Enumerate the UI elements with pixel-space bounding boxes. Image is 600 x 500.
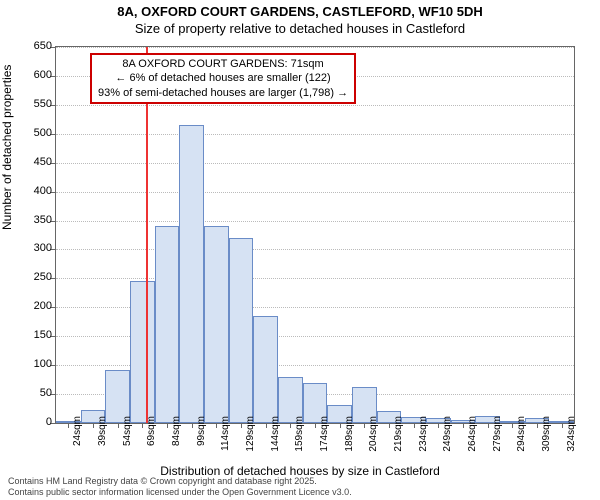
xtick-mark xyxy=(241,423,242,428)
histogram-bar xyxy=(179,125,204,423)
y-axis-label: Number of detached properties xyxy=(0,65,14,230)
xtick-label: 144sqm xyxy=(270,416,281,460)
histogram-bar xyxy=(229,238,254,423)
xtick-mark xyxy=(414,423,415,428)
xtick-label: 69sqm xyxy=(146,416,157,460)
footer-line1: Contains HM Land Registry data © Crown c… xyxy=(8,476,352,487)
callout-box: 8A OXFORD COURT GARDENS: 71sqm← 6% of de… xyxy=(90,53,356,104)
xtick-label: 204sqm xyxy=(368,416,379,460)
xtick-mark xyxy=(68,423,69,428)
gridline xyxy=(56,278,574,279)
ytick-label: 350 xyxy=(22,214,52,226)
xtick-mark xyxy=(537,423,538,428)
ytick-label: 550 xyxy=(22,98,52,110)
gridline xyxy=(56,134,574,135)
xtick-label: 249sqm xyxy=(442,416,453,460)
xtick-label: 324sqm xyxy=(566,416,577,460)
xtick-mark xyxy=(290,423,291,428)
ytick-label: 50 xyxy=(22,387,52,399)
xtick-mark xyxy=(463,423,464,428)
xtick-mark xyxy=(512,423,513,428)
xtick-mark xyxy=(315,423,316,428)
xtick-label: 219sqm xyxy=(393,416,404,460)
ytick-label: 300 xyxy=(22,242,52,254)
callout-line2: ← 6% of detached houses are smaller (122… xyxy=(98,71,348,85)
title-line1: 8A, OXFORD COURT GARDENS, CASTLEFORD, WF… xyxy=(0,4,600,19)
histogram-bar xyxy=(253,316,278,423)
xtick-mark xyxy=(562,423,563,428)
ytick-label: 500 xyxy=(22,127,52,139)
xtick-mark xyxy=(266,423,267,428)
histogram-bar xyxy=(155,226,180,423)
xtick-mark xyxy=(142,423,143,428)
histogram-bar xyxy=(204,226,229,423)
gridline xyxy=(56,192,574,193)
xtick-label: 99sqm xyxy=(196,416,207,460)
ytick-label: 250 xyxy=(22,271,52,283)
xtick-mark xyxy=(118,423,119,428)
callout-line1: 8A OXFORD COURT GARDENS: 71sqm xyxy=(98,57,348,71)
gridline xyxy=(56,221,574,222)
xtick-label: 39sqm xyxy=(97,416,108,460)
ytick-label: 0 xyxy=(22,416,52,428)
xtick-label: 264sqm xyxy=(467,416,478,460)
ytick-label: 450 xyxy=(22,156,52,168)
gridline xyxy=(56,47,574,48)
xtick-mark xyxy=(438,423,439,428)
xtick-mark xyxy=(216,423,217,428)
ytick-label: 600 xyxy=(22,69,52,81)
xtick-mark xyxy=(167,423,168,428)
xtick-label: 129sqm xyxy=(245,416,256,460)
xtick-label: 174sqm xyxy=(319,416,330,460)
xtick-mark xyxy=(488,423,489,428)
gridline xyxy=(56,249,574,250)
histogram-bar xyxy=(130,281,155,423)
xtick-label: 234sqm xyxy=(418,416,429,460)
footer-attribution: Contains HM Land Registry data © Crown c… xyxy=(8,476,352,498)
xtick-label: 24sqm xyxy=(72,416,83,460)
ytick-label: 200 xyxy=(22,300,52,312)
xtick-label: 114sqm xyxy=(220,416,231,460)
xtick-mark xyxy=(364,423,365,428)
ytick-label: 650 xyxy=(22,40,52,52)
gridline xyxy=(56,163,574,164)
footer-line2: Contains public sector information licen… xyxy=(8,487,352,498)
xtick-label: 189sqm xyxy=(344,416,355,460)
xtick-label: 309sqm xyxy=(541,416,552,460)
xtick-label: 294sqm xyxy=(516,416,527,460)
gridline xyxy=(56,105,574,106)
ytick-label: 150 xyxy=(22,329,52,341)
ytick-label: 400 xyxy=(22,185,52,197)
xtick-mark xyxy=(340,423,341,428)
callout-line3: 93% of semi-detached houses are larger (… xyxy=(98,86,348,100)
xtick-mark xyxy=(192,423,193,428)
xtick-label: 279sqm xyxy=(492,416,503,460)
xtick-label: 159sqm xyxy=(294,416,305,460)
xtick-mark xyxy=(389,423,390,428)
title-line2: Size of property relative to detached ho… xyxy=(0,21,600,36)
xtick-label: 54sqm xyxy=(122,416,133,460)
ytick-label: 100 xyxy=(22,358,52,370)
xtick-label: 84sqm xyxy=(171,416,182,460)
xtick-mark xyxy=(93,423,94,428)
chart-plot-area: 0501001502002503003504004505005506006502… xyxy=(55,46,575,424)
